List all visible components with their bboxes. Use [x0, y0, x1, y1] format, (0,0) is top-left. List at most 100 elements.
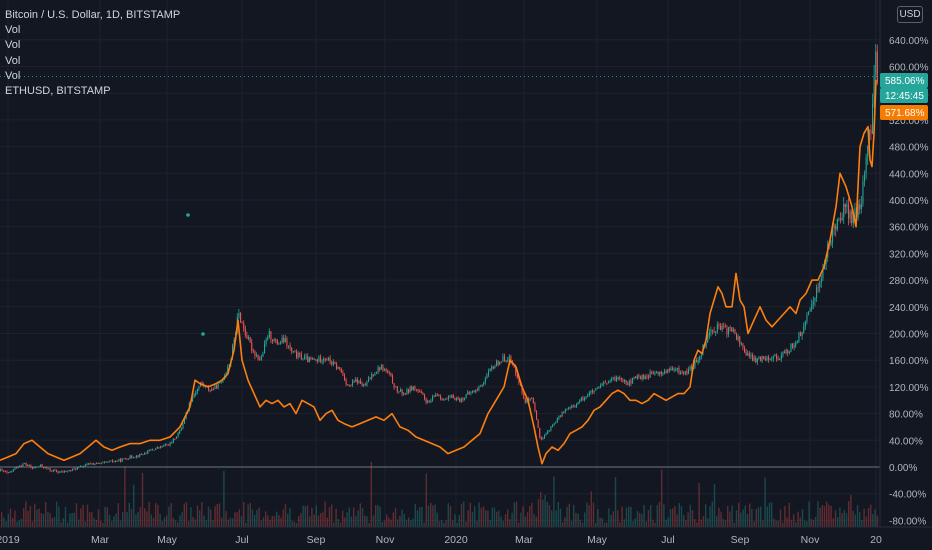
volume-bar [115, 513, 117, 527]
volume-bar [839, 507, 841, 527]
volume-bar [273, 516, 276, 527]
volume-bar [573, 504, 575, 527]
btc-candle-body [366, 381, 368, 386]
volume-bar [84, 521, 86, 527]
btc-candle-body [833, 225, 835, 229]
legend-title[interactable]: Bitcoin / U.S. Dollar, 1D, BITSTAMP [5, 9, 181, 21]
legend-volume-2[interactable]: Vol [5, 39, 21, 52]
btc-candle-body [531, 398, 533, 400]
volume-bar [216, 503, 218, 527]
volume-bar [557, 501, 559, 527]
btc-candle-body [144, 452, 146, 455]
volume-bar [282, 509, 284, 527]
legend-volume-1[interactable]: Vol [5, 24, 21, 37]
currency-button[interactable]: USD [897, 6, 923, 23]
volume-bar [460, 503, 463, 527]
btc-candle-body [638, 375, 640, 377]
volume-bar [654, 522, 656, 527]
volume-bar [718, 507, 720, 527]
btc-candle-body [57, 471, 59, 473]
btc-candle-body [411, 386, 413, 390]
btc-candle-body [292, 351, 294, 353]
btc-candle-body [121, 458, 123, 462]
volume-bar [801, 508, 804, 527]
btc-candle-body [112, 460, 114, 462]
btc-candle-body [227, 367, 229, 373]
y-tick-label: 520.00% [889, 116, 929, 127]
btc-candle-body [696, 359, 698, 363]
volume-bar [157, 504, 159, 527]
btc-candle-body [750, 355, 752, 357]
btc-candle-body [601, 384, 603, 386]
btc-candle-body [763, 356, 765, 359]
btc-candle-body [390, 373, 392, 377]
volume-bar [14, 510, 16, 527]
btc-candle-body [473, 391, 475, 393]
btc-candle-body [553, 423, 555, 426]
btc-candle-body [753, 357, 755, 361]
btc-candle-body [265, 339, 267, 344]
volume-bar [738, 502, 740, 527]
btc-candle-body [660, 372, 662, 375]
btc-candle-body [782, 351, 784, 356]
volume-bar [339, 522, 342, 527]
volume-bar [324, 501, 326, 527]
volume-bar [513, 502, 515, 527]
btc-candle-body [560, 415, 562, 417]
volume-bar [254, 514, 256, 527]
volume-bar [295, 522, 298, 527]
btc-candle-body [478, 385, 480, 390]
volume-bar [500, 516, 502, 527]
volume-bar [546, 501, 548, 527]
volume-bar [641, 513, 643, 527]
btc-candle-body [134, 457, 136, 459]
btc-candle-body [414, 386, 416, 390]
legend-volume-3[interactable]: Vol [5, 54, 21, 67]
btc-candle-body [83, 466, 85, 468]
volume-bar [782, 522, 784, 527]
volume-bar [223, 470, 225, 527]
btc-candle-body [248, 337, 250, 339]
y-tick-label: 120.00% [889, 383, 929, 394]
volume-bar [86, 504, 89, 527]
volume-bar [449, 506, 452, 527]
btc-candle-body [376, 371, 378, 374]
btc-candle-body [507, 359, 509, 362]
btc-candle-body [518, 378, 520, 384]
volume-bar [379, 506, 381, 527]
btc-candle-body [443, 399, 445, 401]
btc-candle-body [745, 352, 747, 356]
btc-candle-body [419, 391, 421, 393]
btc-candle-body [91, 463, 93, 465]
y-tick-label: 320.00% [889, 249, 929, 260]
volume-bar [364, 515, 366, 527]
btc-candle-body [816, 287, 818, 298]
btc-candle-body [580, 397, 582, 401]
btc-candle-body [777, 358, 779, 360]
btc-candle-body [648, 376, 650, 378]
btc-candle-body [433, 396, 435, 398]
btc-candle-body [329, 357, 331, 363]
volume-bar [355, 515, 357, 527]
volume-bar [689, 504, 691, 527]
volume-bar [643, 505, 645, 527]
btc-candle-body [331, 362, 333, 365]
volume-bar [408, 517, 410, 527]
btc-candle-body [240, 312, 242, 323]
volume-bar [471, 511, 474, 527]
volume-bar [867, 507, 870, 527]
btc-candle-body [244, 328, 246, 336]
volume-bar [533, 513, 535, 527]
volume-bar [707, 518, 709, 527]
legend-volume-4[interactable]: Vol [5, 69, 21, 82]
volume-bar [848, 501, 850, 527]
legend-compare-symbol[interactable]: ETHUSD, BITSTAMP [5, 85, 111, 98]
volume-bar [221, 517, 223, 527]
volume-bar [729, 511, 731, 527]
volume-bar [361, 508, 364, 527]
btc-candle-body [12, 469, 14, 472]
btc-candle-body [398, 391, 400, 392]
btc-candle-body [664, 371, 666, 373]
volume-bar [20, 518, 23, 527]
